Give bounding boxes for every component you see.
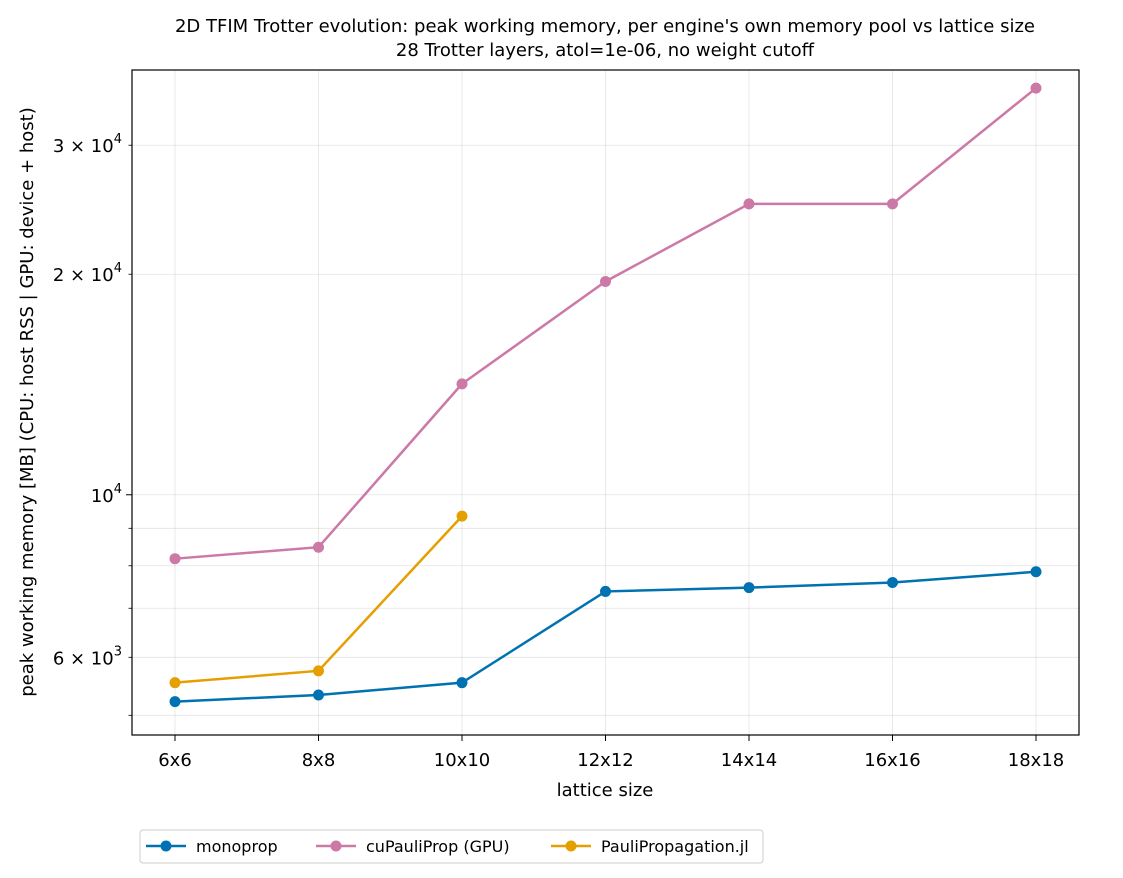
data-point [169, 553, 181, 565]
y-tick-label: 3 × 104 [53, 132, 122, 157]
legend-label: PauliPropagation.jl [601, 837, 749, 856]
x-tick-label: 12x12 [577, 750, 633, 771]
data-point [887, 198, 898, 210]
chart-subtitle: 28 Trotter layers, atol=1e-06, no weight… [396, 40, 815, 61]
data-point [456, 378, 468, 390]
y-tick-label: 104 [91, 482, 122, 507]
data-point [313, 665, 324, 677]
y-axis: 104 6 × 103 2 × 104 3 × 104 [53, 132, 132, 716]
data-point [169, 696, 181, 708]
data-point [600, 585, 611, 597]
legend-label: monoprop [196, 837, 278, 856]
data-point [887, 577, 898, 589]
data-point [456, 677, 468, 689]
legend-swatch-marker [160, 840, 172, 852]
legend-item: cuPauliProp (GPU) [316, 837, 510, 856]
y-tick-label: 2 × 104 [53, 261, 122, 286]
grid-lines [132, 70, 1079, 735]
x-axis: 6x6 8x8 10x10 12x12 14x14 16x16 18x18 [158, 735, 1064, 771]
legend: monoprop cuPauliProp (GPU) PauliPropagatio… [139, 829, 764, 864]
x-tick-label: 8x8 [302, 750, 336, 771]
legend-label: cuPauliProp (GPU) [366, 837, 510, 856]
series-monoprop [169, 566, 1042, 708]
series-paulipropagation-jl [169, 510, 468, 689]
series-layer [169, 82, 1042, 708]
legend-swatch-marker [565, 840, 577, 852]
legend-item: PauliPropagation.jl [551, 837, 749, 856]
data-point [1030, 566, 1042, 578]
x-tick-label: 16x16 [864, 750, 920, 771]
legend-frame [139, 829, 764, 864]
data-point [600, 275, 611, 287]
x-tick-label: 6x6 [158, 750, 192, 771]
data-point [1030, 82, 1042, 94]
y-axis-label: peak working memory [MB] (CPU: host RSS … [17, 107, 38, 697]
chart-title: 2D TFIM Trotter evolution: peak working … [175, 16, 1035, 37]
x-tick-label: 14x14 [721, 750, 777, 771]
data-point [169, 677, 181, 689]
x-tick-label: 10x10 [434, 750, 490, 771]
x-axis-label: lattice size [557, 780, 654, 801]
legend-swatch-marker [330, 840, 342, 852]
legend-item: monoprop [146, 837, 278, 856]
x-tick-label: 18x18 [1008, 750, 1064, 771]
data-point [456, 510, 468, 522]
series-cupauliprop-gpu [169, 82, 1042, 565]
data-point [313, 541, 324, 553]
data-point [743, 198, 755, 210]
data-point [313, 689, 324, 701]
data-point [743, 582, 755, 594]
y-tick-label: 6 × 103 [53, 644, 122, 669]
